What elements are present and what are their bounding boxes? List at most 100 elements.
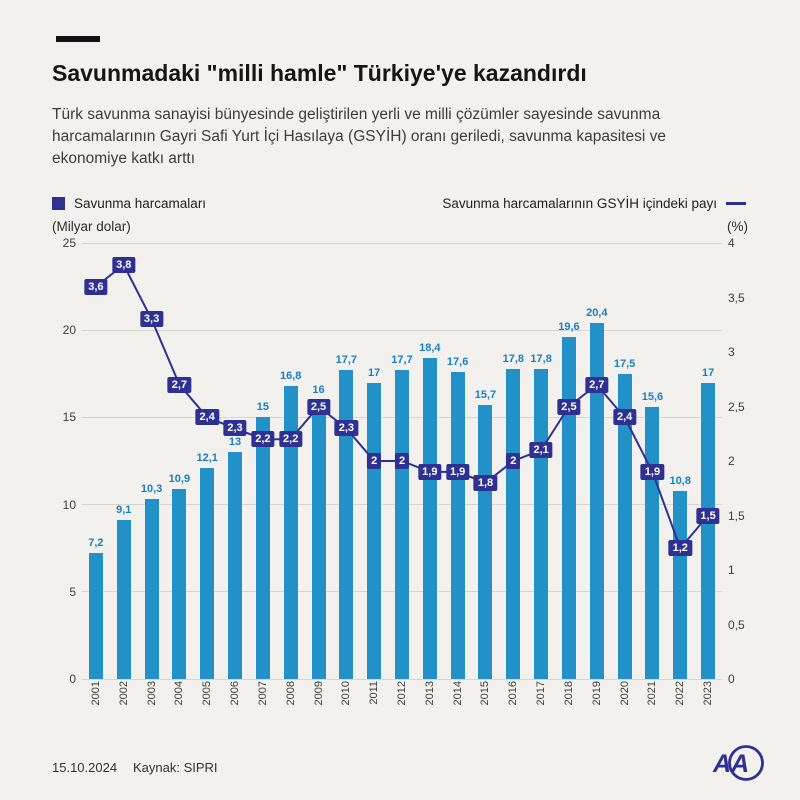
plot-area: 7,2 9,1 10,3 10,9 12,1 13 15 16,8 16 17,7 17 17,7 18… — [82, 242, 722, 680]
right-axis-tick: 3,5 — [728, 290, 745, 305]
left-axis-tick: 20 — [62, 323, 76, 338]
bar-2012 — [395, 370, 409, 679]
line-value-label: 2,2 — [279, 431, 303, 448]
line-value-label: 2,5 — [557, 398, 581, 415]
bar-2016 — [506, 368, 521, 679]
bar-value-label: 7,2 — [88, 537, 104, 550]
x-axis-label: 2019 — [590, 681, 603, 706]
right-axis-tick: 3 — [728, 345, 735, 359]
svg-text:AA: AA — [712, 750, 749, 778]
footer-source: Kaynak: SIPRI — [133, 760, 218, 775]
line-value-label: 2,2 — [251, 431, 275, 448]
bar-value-label: 17 — [368, 366, 381, 379]
line-series-swatch-icon — [726, 202, 746, 205]
x-axis-label: 2020 — [618, 681, 631, 706]
x-axis-label: 2021 — [646, 681, 659, 706]
bar-2015 — [478, 405, 493, 679]
left-axis-tick: 10 — [62, 497, 76, 512]
line-value-label: 2,4 — [195, 409, 219, 426]
bar-value-label: 17,7 — [335, 354, 358, 367]
aa-agency-logo: AA — [712, 745, 764, 781]
combo-chart: 0 5 10 15 20 25 7,2 9,1 10,3 10,9 12,1 13 15 16,8 16 1… — [52, 236, 750, 743]
bar-2003 — [144, 499, 159, 679]
bar-2013 — [422, 358, 437, 679]
bar-2010 — [339, 370, 354, 679]
bar-2008 — [283, 386, 298, 679]
bar-value-label: 19,6 — [558, 321, 580, 334]
bar-value-label: 17,8 — [530, 352, 552, 365]
left-axis-tick: 15 — [62, 410, 76, 425]
x-axis-label: 2014 — [451, 681, 464, 706]
x-axis-label: 2002 — [117, 681, 130, 706]
x-axis-label: 2008 — [284, 681, 297, 706]
line-value-label: 2 — [506, 453, 521, 469]
line-value-label: 2 — [394, 453, 410, 469]
line-value-label: 2,4 — [612, 409, 637, 426]
legend-bars: Savunma harcamaları — [52, 196, 206, 211]
line-value-label: 1,9 — [418, 463, 442, 480]
line-value-label: 1,9 — [445, 463, 470, 480]
right-axis-tick: 0 — [728, 672, 735, 686]
bar-value-label: 17,5 — [613, 357, 636, 370]
right-axis-ticks: 0 0,5 1 1,5 2 2,5 3 3,5 4 — [728, 236, 750, 686]
left-axis-tick: 0 — [69, 672, 76, 686]
line-value-label: 1,9 — [640, 463, 665, 480]
x-axis-label: 2012 — [396, 681, 408, 706]
bar-2014 — [450, 372, 465, 679]
left-axis-tick: 5 — [69, 584, 76, 599]
x-axis-labels: 2001 2002 2003 2004 2005 2006 2007 2008 2009 2010… — [82, 679, 722, 739]
header-dash — [56, 36, 100, 42]
right-axis-tick: 4 — [728, 236, 735, 250]
line-value-label: 2,3 — [334, 420, 358, 437]
bar-2018 — [561, 337, 576, 679]
bar-value-label: 17,7 — [391, 354, 413, 367]
page-title: Savunmadaki "milli hamle" Türkiye'ye kaz… — [52, 60, 587, 86]
bar-value-label: 20,4 — [586, 307, 608, 320]
bar-2019 — [589, 323, 604, 679]
x-axis-label: 2018 — [562, 681, 575, 706]
x-axis-label: 2023 — [702, 681, 715, 706]
x-axis-label: 2016 — [507, 681, 520, 706]
gridline — [82, 678, 722, 680]
bar-series-swatch-icon — [52, 197, 65, 210]
x-axis-label: 2007 — [256, 681, 269, 706]
line-value-label: 2,7 — [585, 376, 609, 393]
line-value-label: 2,7 — [167, 376, 192, 393]
right-axis-tick: 2,5 — [728, 399, 745, 414]
x-axis-label: 2015 — [479, 681, 492, 706]
bar-2004 — [172, 488, 187, 679]
line-value-label: 2,3 — [223, 420, 247, 437]
x-axis-label: 2003 — [145, 681, 158, 706]
bar-2006 — [228, 452, 243, 679]
bar-2001 — [88, 553, 103, 679]
legend-bars-label: Savunma harcamaları — [74, 196, 207, 211]
bar-2020 — [617, 373, 632, 679]
line-value-label: 2,1 — [529, 442, 553, 459]
bar-value-label: 16 — [312, 383, 325, 396]
bar-value-label: 18,4 — [419, 342, 441, 355]
bar-value-label: 17,8 — [502, 352, 525, 365]
line-value-label: 3,6 — [84, 278, 108, 295]
x-axis-label: 2009 — [312, 681, 325, 706]
footer-date: 15.10.2024 — [52, 760, 118, 775]
x-axis-label: 2011 — [368, 681, 381, 705]
x-axis-label: 2004 — [173, 681, 186, 706]
x-axis-label: 2005 — [201, 681, 214, 706]
bar-2007 — [255, 417, 270, 679]
bar-value-label: 10,8 — [669, 474, 691, 487]
gridline — [82, 329, 722, 331]
left-axis-ticks: 0 5 10 15 20 25 — [52, 236, 76, 686]
line-value-label: 3,3 — [139, 311, 164, 328]
x-axis-label: 2006 — [229, 681, 242, 706]
gridline — [82, 242, 722, 244]
right-axis-unit: (%) — [727, 219, 748, 234]
bar-value-label: 10,9 — [168, 472, 191, 485]
bar-value-label: 17,6 — [446, 356, 469, 369]
bar-value-label: 9,1 — [116, 504, 132, 517]
legend-line-label: Savunma harcamalarının GSYİH içindeki pa… — [442, 196, 717, 211]
bar-2002 — [116, 520, 131, 679]
line-value-label: 1,8 — [473, 474, 498, 491]
bar-2023 — [701, 382, 716, 679]
right-axis-tick: 1 — [728, 563, 735, 577]
